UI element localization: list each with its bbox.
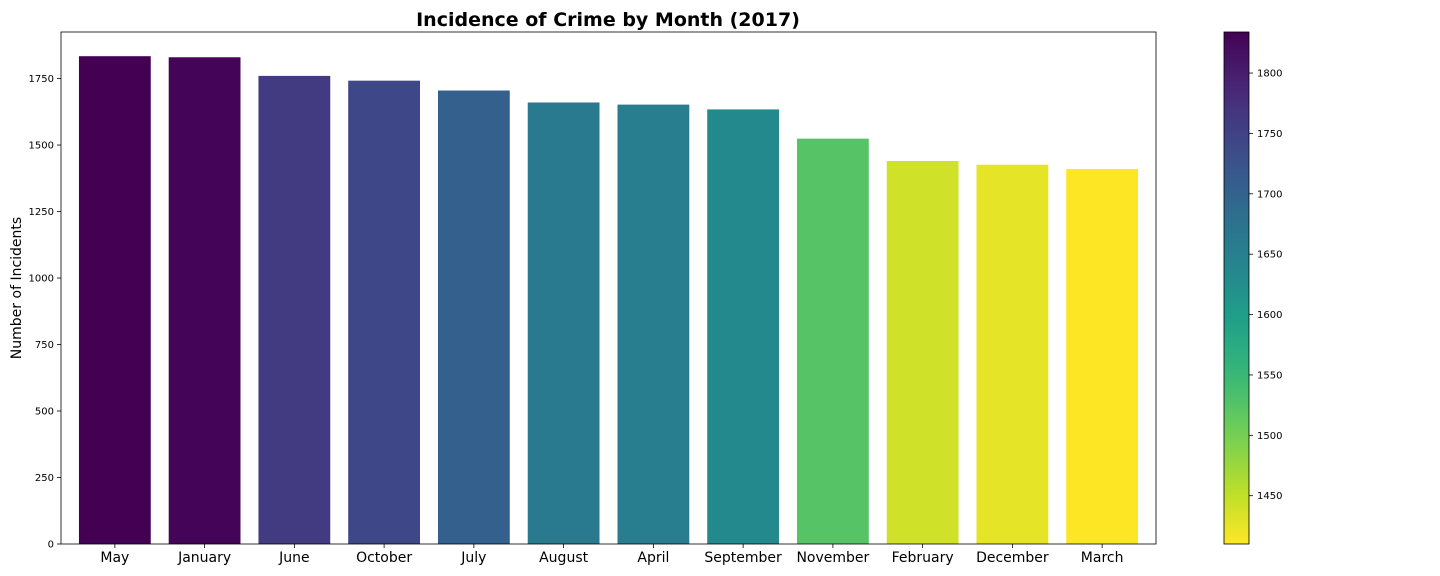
colorbar-tick-label: 1800 (1257, 69, 1282, 80)
colorbar-tick-label: 1550 (1257, 370, 1282, 381)
y-tick-label: 1250 (29, 207, 54, 218)
bars-group (78, 56, 1139, 545)
x-tick-label: January (177, 550, 231, 566)
colorbar-gradient (1223, 31, 1250, 545)
colorbar: 1450 1500 1550 1600 1650 1700 1750 1800 (1223, 31, 1282, 545)
bar-may (78, 56, 151, 544)
bar-february (886, 161, 959, 544)
colorbar-tick-label: 1700 (1257, 189, 1282, 200)
y-axis-label: Number of Incidents (9, 217, 25, 359)
colorbar-tick-label: 1650 (1257, 250, 1282, 261)
x-tick-label: November (796, 550, 869, 566)
x-tick-label: February (892, 550, 954, 566)
bar-october (348, 80, 421, 545)
bar-december (976, 164, 1049, 544)
y-tick-label: 250 (35, 473, 54, 484)
plot-frame (60, 31, 1157, 545)
x-tick-label: October (356, 550, 412, 566)
x-tick-label: March (1081, 550, 1124, 566)
x-tick-label: September (704, 550, 782, 566)
x-tick-label: August (539, 550, 589, 566)
y-tick-label: 0 (48, 540, 54, 551)
bar-april (617, 104, 690, 545)
chart-title: Incidence of Crime by Month (2017) (416, 9, 800, 31)
colorbar-tick-label: 1600 (1257, 310, 1282, 321)
colorbar-ticks: 1450 1500 1550 1600 1650 1700 1750 1800 (1249, 69, 1282, 502)
bar-january (168, 57, 241, 545)
y-tick-label: 1750 (29, 74, 54, 85)
colorbar-tick-label: 1750 (1257, 129, 1282, 140)
x-axis-labels: May January June October July August April Sept… (100, 544, 1123, 566)
x-tick-label: April (637, 550, 669, 566)
colorbar-tick-label: 1450 (1257, 491, 1282, 502)
x-tick-label: July (460, 550, 486, 566)
y-tick-label: 750 (35, 340, 54, 351)
y-axis-ticks: 0 250 500 750 1000 1250 1500 1750 (29, 74, 61, 551)
colorbar-tick-label: 1500 (1257, 431, 1282, 442)
bar-august (527, 102, 600, 544)
x-tick-label: June (278, 550, 310, 566)
x-tick-label: May (100, 550, 129, 566)
x-tick-label: December (976, 550, 1049, 566)
y-tick-label: 500 (35, 407, 54, 418)
bar-june (258, 75, 331, 544)
bar-march (1066, 168, 1139, 545)
bar-july (437, 90, 510, 544)
y-tick-label: 1500 (29, 141, 54, 152)
y-tick-label: 1000 (29, 274, 54, 285)
bar-september (707, 109, 780, 545)
bar-november (796, 138, 869, 544)
